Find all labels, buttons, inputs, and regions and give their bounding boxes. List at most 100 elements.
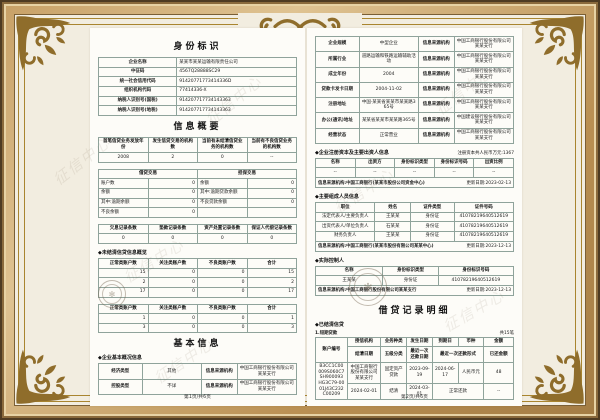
cell: 信息来源机构: [417, 127, 455, 144]
cell: 3: [98, 322, 149, 334]
header-cell: 金额: [483, 336, 514, 348]
cell: 贷款卡发卡日期: [315, 81, 360, 99]
header-cell: 身份标识类型: [382, 265, 439, 277]
cell: 0: [197, 152, 248, 163]
cell: 1: [246, 313, 297, 324]
cell: 17: [98, 286, 149, 298]
cell: 信息来源机构: [417, 81, 455, 99]
loan-type-label: 1.短期贷款: [315, 330, 338, 336]
source-text: 信息来源机构:中国工商银行股份有限公司某某支行: [318, 288, 417, 294]
corner-flourish-icon: [522, 342, 586, 406]
cell: 纳税人识别号(地税): [97, 105, 178, 116]
report-page-1: 身份标识 企业名称 某某市某某运输有限责任公司 中征码 4567Q28888SC29…: [90, 28, 305, 406]
cell: 中国工商银行股份有限公司某某支行: [453, 96, 515, 114]
cell: 2: [147, 152, 198, 163]
cell: 中国工商银行股份有限公司某某支行: [453, 81, 515, 99]
updated-text: 更新日期:2023-12-13: [466, 288, 511, 294]
cell: 某某省某某市某某路365号: [358, 112, 419, 129]
header-cell: 职位: [314, 202, 376, 213]
cell: 2004: [358, 66, 419, 83]
subsection-title-controller: ◆实际控制人: [315, 257, 344, 264]
cell: B3CC1C00009S060C7SH900093HG3C79-0001J43C…: [315, 361, 348, 401]
identity-table: 企业名称 某某市某某运输有限责任公司 中征码 4567Q28888SC29 统一社会…: [97, 57, 297, 116]
cell: 法定代表人/主要负责人: [314, 211, 376, 223]
cell: 0: [246, 233, 297, 244]
cell: 信息来源机构: [417, 66, 455, 83]
header-cell: 发生日期: [406, 336, 433, 348]
header-cell: 授信机构: [346, 336, 382, 348]
header-cell: 姓名: [374, 202, 412, 213]
cell: 中国工商银行股份有限公司某某支行: [453, 35, 515, 53]
cell: 中型企业: [358, 35, 419, 53]
cell: 不良余额: [98, 207, 149, 218]
cell: 41078219640512619: [453, 221, 515, 232]
header-cell: 当前有不良信贷业务的机构数: [246, 136, 297, 154]
header-cell: 身份标识号码: [437, 265, 515, 277]
table-row: 0 0 0 0: [98, 233, 297, 244]
cell: 0: [197, 267, 248, 279]
loan-count-note: 共15笔: [499, 330, 514, 336]
table-row: 借贷交易 担保交易: [98, 168, 297, 180]
section-title-identity: 身份标识: [173, 42, 222, 52]
table-row: 首笔信贷业务发放年份 发生信贷交易的机构数 当前有未结清信贷业务的机构数 当前有…: [98, 136, 297, 154]
header-cell: 欠息记录条数: [98, 223, 149, 235]
cell: 41078219640512619: [453, 230, 515, 242]
cell: 0: [246, 197, 297, 209]
cell: 2023-09-19: [406, 361, 433, 385]
cell: 中国建设银行股份有限公司某某支行: [453, 112, 515, 129]
source-text: 信息来源机构:中国工商银行(某某市股份有限公司某某中心): [318, 244, 434, 249]
cell: 余额: [197, 178, 248, 189]
table-row: 经济类型 其他 信息来源机构 中国工商银行股份有限公司某某支行: [98, 363, 298, 380]
header-cell: 证件类型: [410, 202, 455, 213]
table-row: 经营状态 正常营业 信息来源机构 中国工商银行股份有限公司某某支行: [315, 127, 515, 144]
cell: 4567Q28888SC29: [176, 66, 297, 78]
cell: 余额: [98, 187, 149, 199]
cell: 企业名称: [97, 57, 178, 68]
capital-total-note: 注册资本共人民币万元:1367: [457, 150, 514, 156]
corner-flourish-icon: [522, 14, 586, 78]
cell: 41078219640512619: [453, 211, 515, 223]
header-cell: 名称: [315, 157, 356, 169]
cell: 经营状态: [315, 127, 360, 144]
cell: 中国工商银行股份有限公司某某支行: [346, 361, 382, 385]
header-cell: 五级分类: [380, 346, 408, 363]
table-row: 纳税人识别号(国税) 914207717734143363: [97, 95, 297, 107]
cell: 成立年份: [315, 66, 360, 83]
corner-flourish-icon: [14, 342, 78, 406]
header-cell: 担保交易: [197, 168, 297, 180]
subsection-title-settled-credit: ◆已结清信贷: [315, 321, 344, 328]
header-cell: 身份标识号码: [433, 157, 475, 169]
cell: 信息来源机构: [200, 378, 238, 395]
updated-text: 更新日期:2023-02-13: [466, 180, 511, 186]
table-row: 组织机构代码 77414336-X: [97, 85, 297, 97]
cell: 3: [246, 322, 297, 334]
table-row: 不良余额 0: [98, 207, 297, 218]
cell: 0: [147, 207, 198, 218]
cell: --: [473, 167, 514, 178]
cell: 0: [246, 187, 297, 199]
loan-detail-table: 账户编号 授信机构 业务种类 发生日期 到期日 币种 金额 结清日期 五级分类 …: [315, 336, 514, 401]
cell: 注册地址: [315, 96, 360, 114]
table-row: 控股类型 不详 信息来源机构 中国工商银行股份有限公司某某支行: [98, 378, 298, 395]
cell: 正常还款: [431, 383, 485, 401]
header-cell: 垫款记录条数: [147, 223, 198, 235]
table-row: 中征码 4567Q28888SC29: [97, 66, 297, 78]
cell: 2: [98, 277, 149, 288]
cell: 914207717734143363: [176, 95, 297, 107]
cell: 中国工商银行股份有限公司某某支行: [453, 51, 515, 68]
cell: 信息来源机构: [417, 51, 455, 68]
header-cell: 正常类账户数: [98, 303, 149, 315]
header-cell: 到期日: [431, 336, 459, 348]
cell: 人民币元: [457, 361, 485, 385]
cell: 77414336-X: [176, 85, 297, 97]
cell: 2024-06-17: [431, 361, 459, 385]
cell: 0: [147, 267, 198, 279]
header-cell: 不良类账户数: [197, 258, 248, 269]
table-row: 结清日期 五级分类 最近一次还款日期 最近一次还款形式 已还金额: [316, 346, 514, 363]
header-cell: 关注类账户数: [147, 258, 198, 269]
table-row: 17 0 0 17: [98, 286, 297, 298]
table-row: 余额 0 其中:逾期贷款余额 0: [98, 187, 297, 199]
cell: 其中:逾期贷款余额: [197, 187, 248, 199]
